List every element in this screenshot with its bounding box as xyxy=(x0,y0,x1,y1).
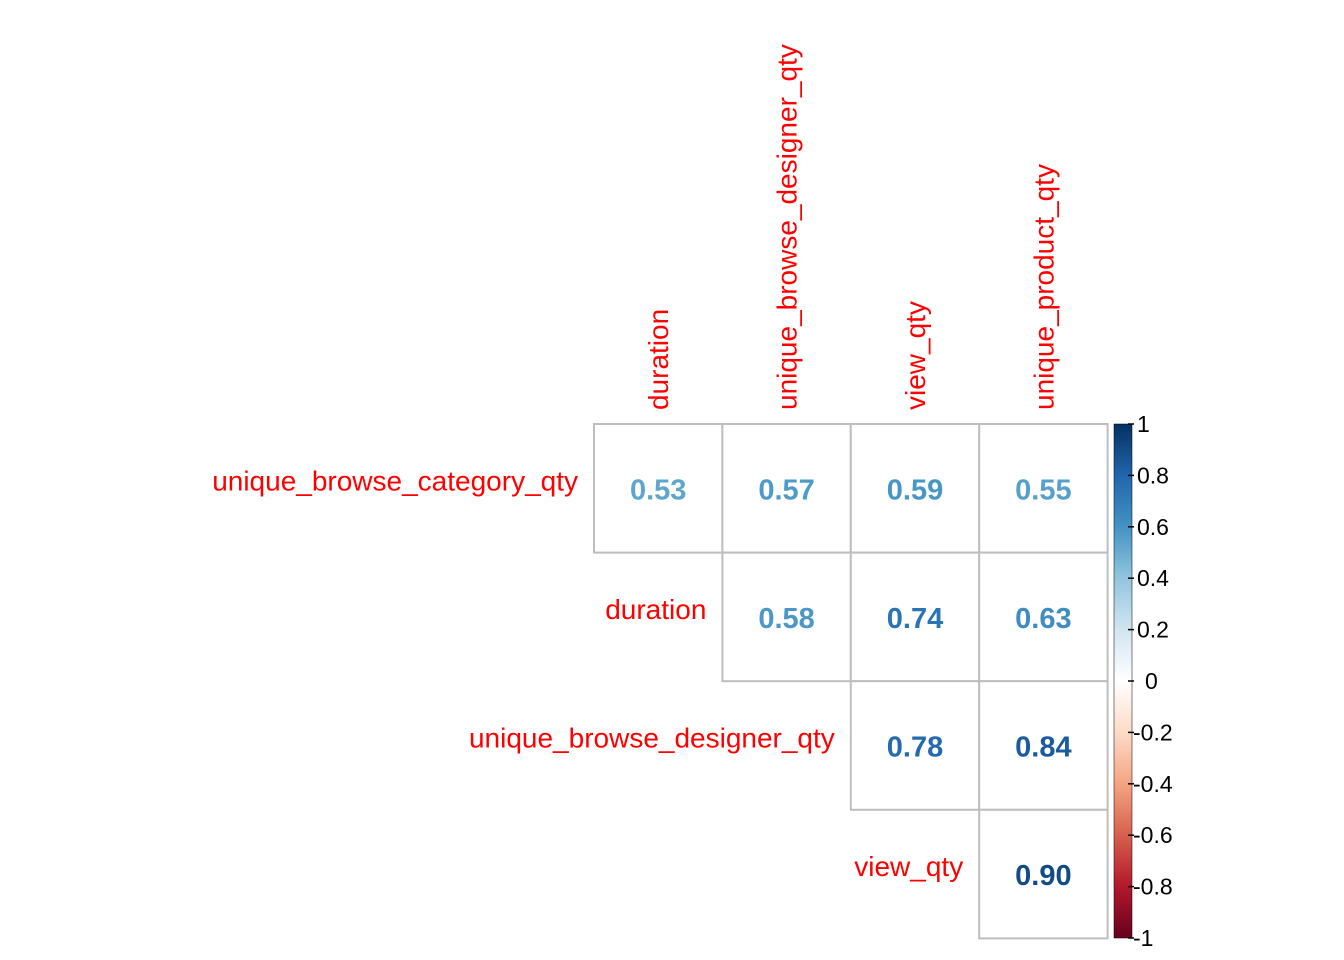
correlation-value: 0.53 xyxy=(630,474,686,506)
correlation-value: 0.55 xyxy=(1015,474,1071,506)
correlation-value: 0.57 xyxy=(758,474,814,506)
colorbar-tick-label: -0.6 xyxy=(1133,822,1173,848)
colorbar-tick-label: 0.2 xyxy=(1137,617,1169,643)
colorbar-tick-label: -1 xyxy=(1133,925,1153,951)
colorbar-tick-label: -0.8 xyxy=(1133,874,1173,900)
correlation-value: 0.74 xyxy=(887,603,943,635)
grid-cell xyxy=(721,423,852,554)
row-label: view_qty xyxy=(854,851,963,882)
row-label: unique_browse_designer_qty xyxy=(469,723,835,754)
row-label: duration xyxy=(605,594,706,625)
grid-cell xyxy=(593,423,724,554)
grid-cell xyxy=(849,423,981,554)
correlation-value: 0.58 xyxy=(758,603,814,635)
colorbar-tick-label: 0.8 xyxy=(1137,462,1169,488)
correlation-value: 0.90 xyxy=(1015,860,1071,892)
colorbar-tick-label: 0 xyxy=(1145,668,1158,694)
column-label: unique_browse_designer_qty xyxy=(772,44,803,410)
grid-cell xyxy=(849,680,981,811)
correlation-value: 0.84 xyxy=(1015,732,1071,764)
colorbar-tick-label: 1 xyxy=(1137,411,1150,437)
grid-cell xyxy=(978,808,1109,940)
colorbar-tick-label: -0.2 xyxy=(1133,719,1173,745)
column-label: unique_product_qty xyxy=(1028,164,1059,410)
row-label: unique_browse_category_qty xyxy=(212,465,578,496)
colorbar: 1 0.8 0.6 0.4 0.2 0 -0.2 -0.4 -0.6 -0.8 -1 xyxy=(1113,411,1173,951)
colorbar-tick-label: 0.6 xyxy=(1137,514,1169,540)
grid-cell xyxy=(721,551,852,683)
column-label: view_qty xyxy=(900,301,931,410)
column-label: duration xyxy=(643,309,674,410)
grid-cell xyxy=(978,423,1109,554)
correlation-value: 0.78 xyxy=(887,732,943,764)
grid-cell xyxy=(849,551,981,683)
correlation-value: 0.63 xyxy=(1015,603,1071,635)
colorbar-tick-label: -0.4 xyxy=(1133,771,1173,797)
cell-layer: 0.53 0.57 0.59 0.55 0.58 0.74 0.63 0.78 0.84 0.90 xyxy=(630,474,1072,892)
grid-layer xyxy=(593,423,1109,940)
colorbar-tick-label: 0.4 xyxy=(1137,565,1169,591)
label-layer: unique_browse_category_qty duration unique… xyxy=(212,44,1059,882)
correlation-value: 0.59 xyxy=(887,474,943,506)
